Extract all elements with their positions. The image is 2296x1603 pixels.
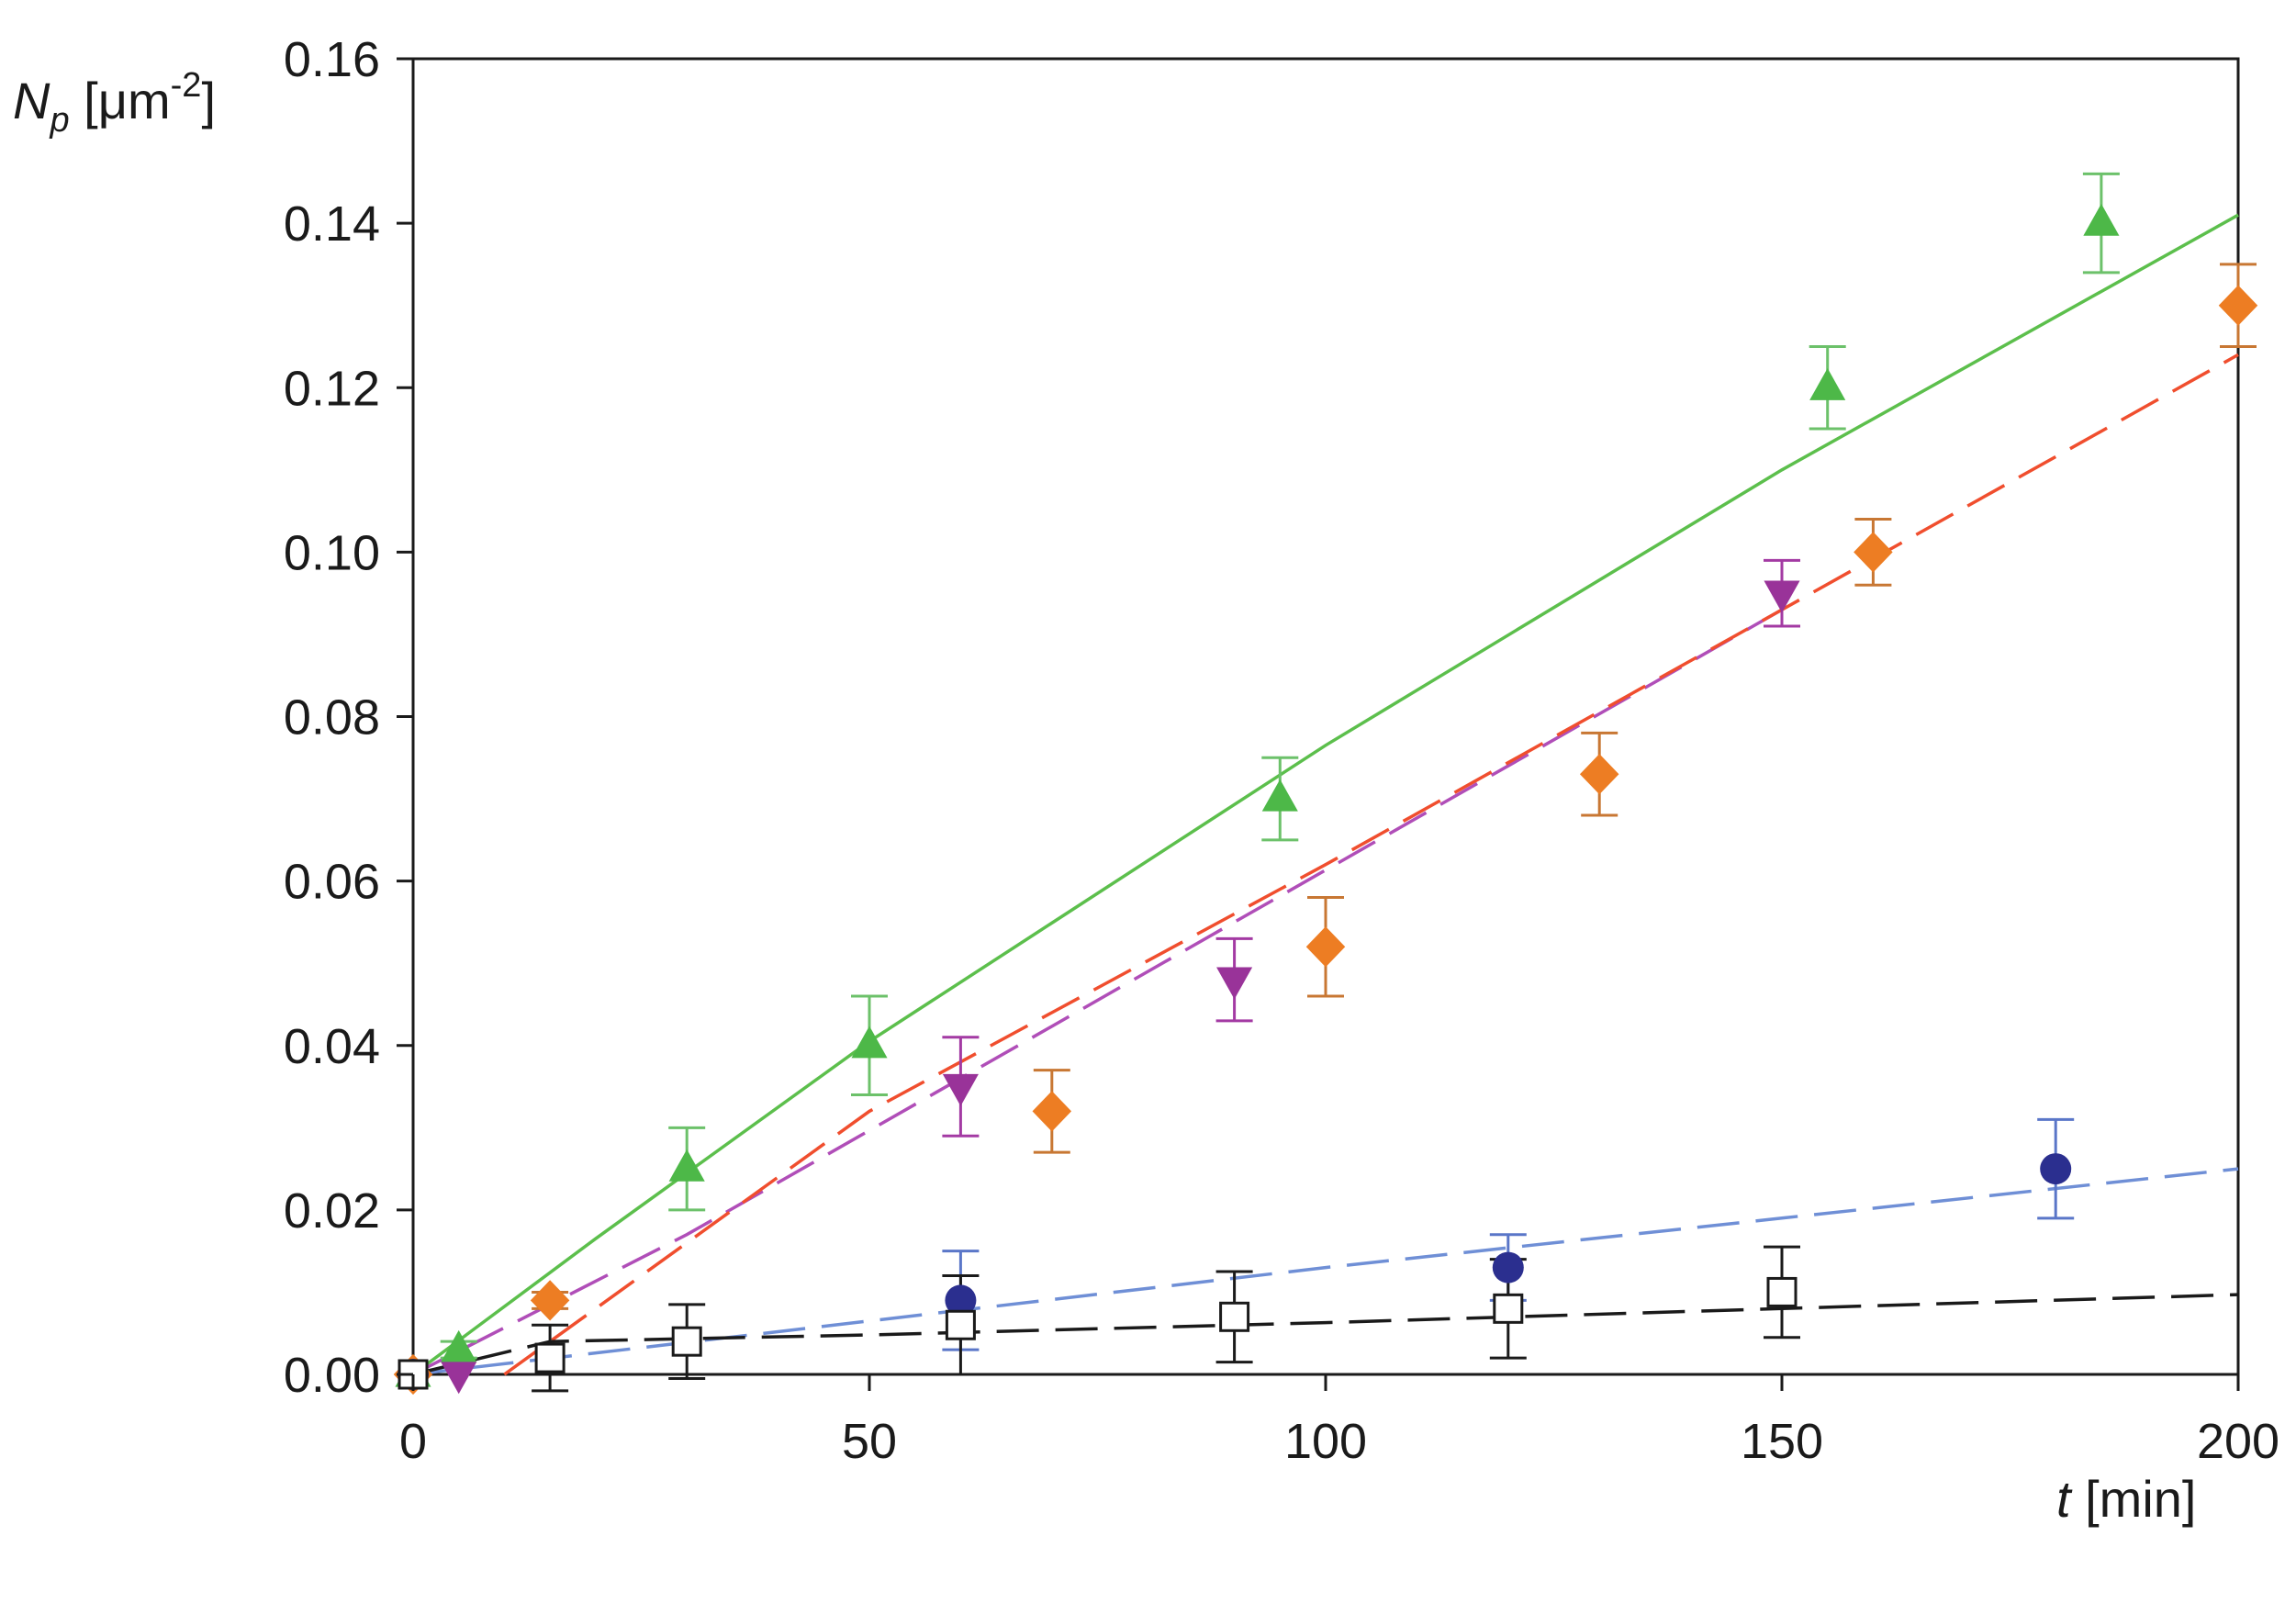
x-tick-label: 200 — [2197, 1414, 2279, 1469]
data-point — [851, 1026, 888, 1059]
fit-line — [412, 1293, 2239, 1376]
x-axis-unit: [min] — [2085, 1470, 2197, 1528]
fit-line — [412, 608, 1783, 1376]
x-axis-label: t [min] — [2056, 1469, 2196, 1529]
data-point — [671, 1326, 702, 1357]
data-markers — [393, 203, 2258, 1396]
y-axis-unit-pre: [μm — [84, 72, 171, 129]
data-point — [945, 1284, 977, 1317]
fit-lines — [411, 213, 2239, 1376]
data-point — [1305, 926, 1346, 968]
data-point — [1261, 779, 1298, 812]
y-axis-var-sub: p — [50, 101, 70, 140]
data-point — [1766, 1276, 1798, 1307]
data-point — [441, 1329, 477, 1362]
x-axis-var: t — [2056, 1470, 2071, 1528]
y-axis-unit-sup: -2 — [170, 66, 202, 105]
data-point — [1216, 967, 1253, 1000]
data-point — [1579, 754, 1619, 795]
data-point — [2218, 285, 2258, 326]
y-tick-label: 0.12 — [284, 361, 380, 416]
y-tick-label: 0.14 — [284, 196, 380, 252]
y-tick-label: 0.04 — [284, 1019, 380, 1074]
y-tick-label: 0.02 — [284, 1183, 380, 1239]
y-tick-label: 0.10 — [284, 525, 380, 580]
y-tick-label: 0.08 — [284, 690, 380, 745]
y-tick-label: 0.06 — [284, 855, 380, 910]
data-point — [1764, 580, 1800, 613]
y-axis-label: Np [μm-2] — [13, 66, 216, 140]
data-point — [530, 1280, 570, 1321]
fit-line — [503, 353, 2239, 1376]
y-tick-label: 0.00 — [284, 1348, 380, 1403]
x-tick-label: 0 — [399, 1414, 427, 1469]
x-tick-label: 150 — [1741, 1414, 1823, 1469]
data-point — [1493, 1293, 1524, 1324]
data-point — [1854, 532, 1893, 573]
data-point — [945, 1309, 976, 1340]
x-tick-label: 100 — [1284, 1414, 1367, 1469]
data-point — [668, 1149, 705, 1182]
y-tick-label: 0.16 — [284, 32, 380, 87]
data-point — [534, 1342, 566, 1373]
y-axis-var: N — [13, 72, 50, 129]
data-point — [1032, 1091, 1072, 1132]
fit-line — [411, 213, 2239, 1376]
axis-ticks: 0.00 0.02 0.04 0.06 0.08 0.10 0.12 0.14 0.16 0 50 1… — [284, 32, 2279, 1469]
data-point — [1219, 1301, 1250, 1332]
y-axis-unit-post: ] — [201, 72, 216, 129]
x-tick-label: 50 — [842, 1414, 897, 1469]
data-point — [2040, 1153, 2072, 1185]
data-point — [1809, 368, 1846, 400]
data-point — [942, 1073, 979, 1106]
data-point — [1492, 1251, 1524, 1284]
data-point — [441, 1362, 477, 1395]
data-point — [2083, 203, 2120, 236]
